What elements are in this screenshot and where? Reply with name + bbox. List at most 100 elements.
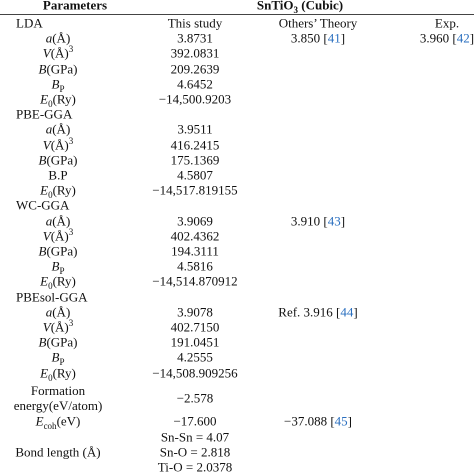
row-label: V(Å)3 [42,44,74,61]
row-label: a(Å) [46,213,71,228]
row-label: BP [52,76,65,94]
text-segment: (Ry) [52,365,76,381]
label-line: PBEsol-GGA [16,289,88,304]
text-segment: V [42,137,51,153]
theory-value: Ref. 3.916 [44] [278,304,357,319]
study-value: −14,517.819155 [152,183,237,198]
study-value: 175.1369 [171,152,220,167]
citation[interactable]: 44 [340,304,354,320]
citation[interactable]: 45 [334,413,348,429]
value-line: 402.7150 [170,319,220,335]
exp-value: 3.960 [42] [420,31,474,46]
text-segment: WC-GGA [16,197,70,213]
value-line: This study [167,15,223,31]
text-segment: a [45,30,53,46]
label-line: Formation [14,383,103,398]
citation[interactable]: 42 [456,30,470,46]
text-segment: 0 [48,99,53,110]
row-label: V(Å)3 [42,135,74,153]
text-segment: a [45,121,53,137]
citation[interactable]: 41 [327,30,341,46]
label-line: V(Å)3 [42,44,74,61]
study-value: Sn-Sn = 4.07 Sn-O = 2.818 Ti-O = 2.0378 [158,430,232,474]
label-line: energy(eV/atom) [14,398,103,413]
text-segment: Formation [30,383,86,398]
study-value: 402.4362 [171,228,220,243]
text-segment: 0 [48,281,53,292]
value-line: Ti-O = 2.0378 [157,459,233,474]
text-segment: (Cubic) [297,0,344,13]
study-value: −17.600 [173,414,216,429]
text-segment: (Å) [50,45,69,61]
text-segment: 3 [293,5,298,16]
text-segment: E [40,91,49,107]
label-line: BP [52,259,65,277]
study-value: −2.578 [177,391,214,406]
row-label: E0(Ry) [40,273,76,292]
cell-text: Exp. [434,15,460,31]
cell-text: 3.910 [ [290,213,328,229]
text-segment: B [38,61,47,77]
label-line: a(Å) [46,304,71,319]
text-segment: (Ry) [52,273,76,289]
citation[interactable]: 43 [327,213,341,229]
theory-value: −37.088 [45] [284,414,352,429]
text-segment: (GPa) [46,243,78,259]
study-value: 402.7150 [171,320,220,335]
text-segment: B [38,243,47,259]
text-segment: B [38,152,47,168]
value-line: 209.2639 [170,61,220,77]
value-line: −14,508.909256 [152,365,238,381]
cell-text: ] [347,413,353,429]
value-line: 175.1369 [170,152,220,168]
label-line: B(GPa) [39,61,78,76]
row-label: LDA [16,16,43,31]
value-line: 3.9511 [177,121,213,137]
label-line: B(GPa) [39,152,78,167]
study-value: 4.6452 [177,76,213,91]
label-line: Bond length (Å) [15,445,100,460]
value-line: −14,517.819155 [152,182,238,198]
text-segment: (GPa) [46,61,78,77]
cell-text: ] [469,30,474,46]
row-label: WC-GGA [16,198,69,213]
cell-text: ] [340,213,346,229]
text-segment: P [59,83,65,94]
row-label: Bond length (Å) [15,445,100,460]
text-segment: (GPa) [46,334,78,350]
value-line: 4.5816 [177,258,213,274]
text-segment: energy(eV/atom) [13,398,103,413]
text-segment: LDA [16,15,43,31]
text-segment: (Ry) [52,182,76,198]
text-segment: E [35,413,44,429]
text-segment: (Å) [52,213,71,229]
study-value: This study [168,16,223,31]
text-segment: (Ry) [52,91,76,107]
cell-text: ] [353,304,358,320]
study-value: 416.2415 [171,137,220,152]
value-line: 3.8731 [177,30,213,46]
cell-text: −37.088 [ [283,413,335,429]
label-line: WC-GGA [16,198,69,213]
header-compound: SnTiO3 (Cubic) [257,0,344,16]
text-segment: P [59,266,65,277]
text-segment: 0 [48,190,53,201]
study-value: 191.0451 [171,335,220,350]
text-segment: PBEsol-GGA [16,289,88,305]
label-line: V(Å)3 [42,135,74,153]
header-parameters: Parameters [42,0,108,13]
row-label: PBEsol-GGA [16,289,88,304]
row-label: B(GPa) [39,61,78,76]
text-segment: 3 [68,135,74,146]
text-segment: V [42,228,51,244]
study-value: −14,500.9203 [159,92,231,107]
study-value: 3.9069 [177,213,213,228]
row-label: B(GPa) [39,152,78,167]
text-segment: V [42,45,51,61]
text-segment: 3 [68,44,74,55]
study-value: −14,514.870912 [152,274,237,289]
cell-text: 3.960 [ [419,30,457,46]
text-segment: a [45,304,53,320]
row-label: a(Å) [46,31,71,46]
